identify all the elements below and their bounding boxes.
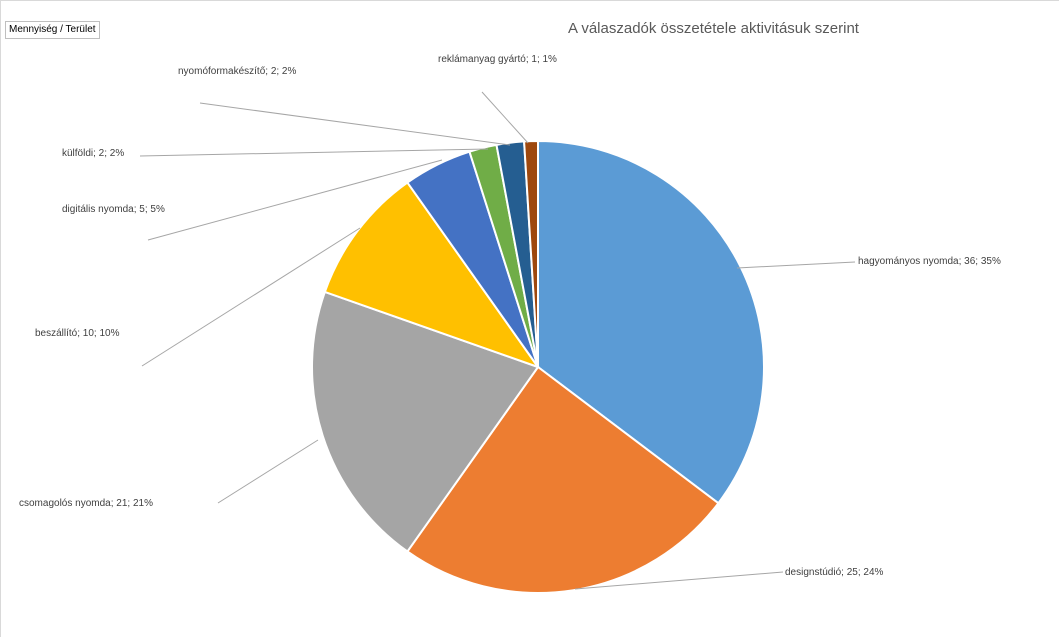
data-label: külföldi; 2; 2% [62, 148, 124, 159]
pie-slice-beszállító[interactable] [323, 181, 541, 369]
leader-line [574, 571, 784, 590]
data-label: reklámanyag gyártó; 1; 1% [438, 54, 557, 65]
leader-line [147, 159, 443, 241]
data-label: hagyományos nyomda; 36; 35% [858, 256, 1001, 267]
pie-slice-hagyományos-nyomda[interactable] [537, 139, 766, 505]
data-label: digitális nyomda; 5; 5% [62, 204, 165, 215]
data-label: designstúdió; 25; 24% [785, 567, 884, 578]
data-label: csomagolós nyomda; 21; 21% [19, 498, 153, 509]
leader-line [139, 148, 489, 157]
pivot-field-button[interactable]: Mennyiség / Terület [5, 21, 100, 39]
pie-slice-reklámanyag-gyártó[interactable] [523, 139, 539, 368]
pie-slice-designstúdió[interactable] [406, 365, 720, 594]
data-label: nyomóformakészítő; 2; 2% [178, 66, 296, 77]
leader-line [217, 439, 319, 504]
leader-line [199, 102, 511, 146]
pie-slice-csomagolós-nyomda[interactable] [311, 290, 540, 553]
chart-title: A válaszadók összetétele aktivitásuk sze… [568, 20, 859, 37]
leader-line [141, 227, 361, 367]
leader-line [736, 261, 856, 269]
data-label: beszállító; 10; 10% [35, 328, 120, 339]
leader-line [481, 91, 529, 144]
